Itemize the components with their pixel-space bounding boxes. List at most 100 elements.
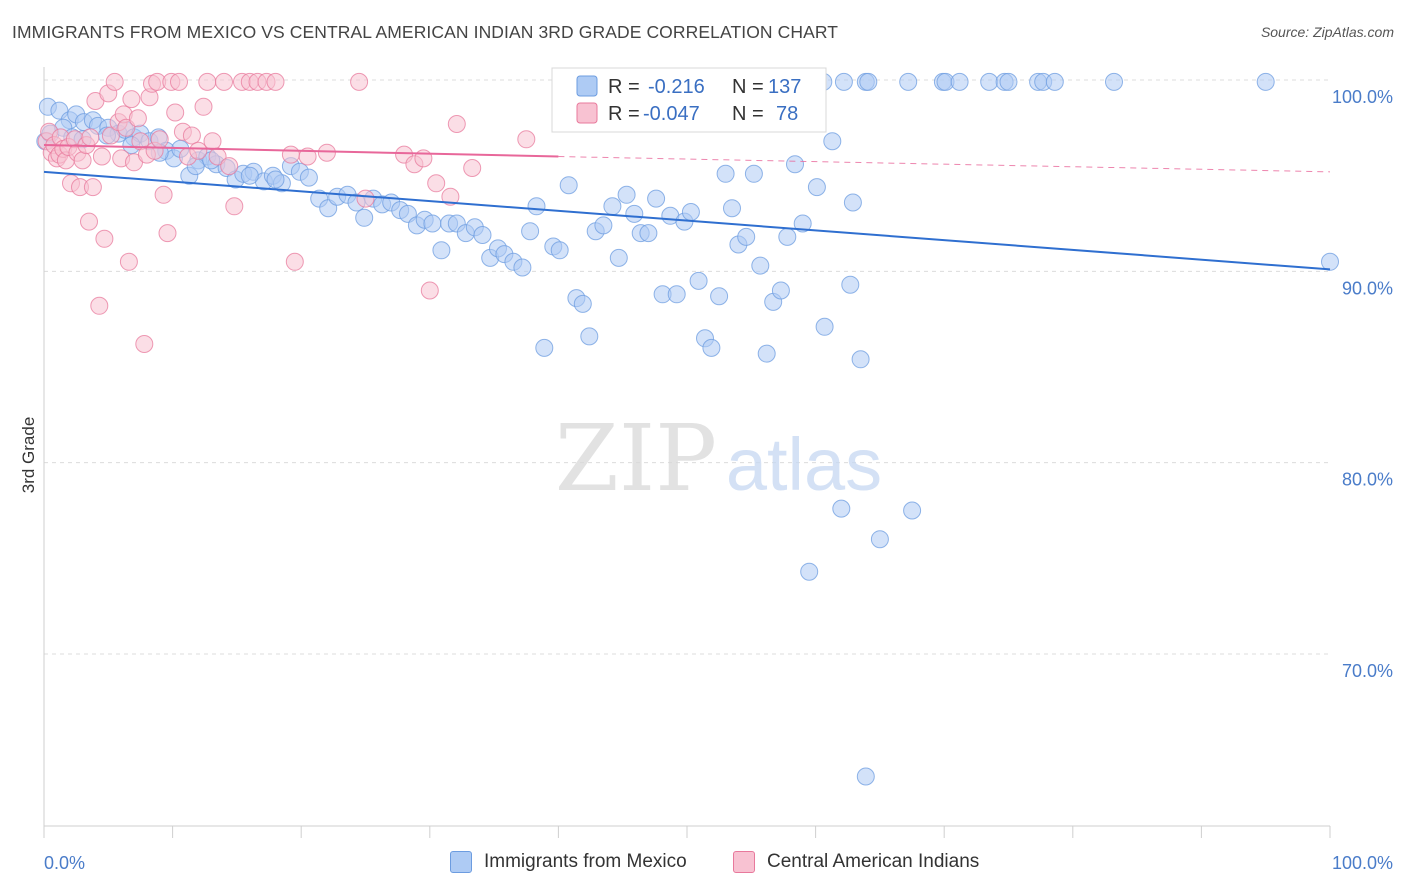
point-mexico-96: [807, 178, 826, 197]
point-mexico-30: [299, 168, 318, 187]
point-mexico-36: [355, 208, 374, 227]
point-mexico-79: [689, 271, 708, 290]
legend-label-mexico: Immigrants from Mexico: [484, 851, 687, 872]
stats-r-value-mexico: -0.216: [648, 76, 705, 98]
point-cai-30: [122, 90, 141, 109]
point-cai-44: [166, 103, 185, 122]
point-mexico-81: [702, 338, 721, 357]
y-tick-label-80: 80.0%: [1342, 470, 1393, 490]
point-mexico-88: [751, 256, 770, 275]
point-mexico-134: [1256, 72, 1275, 91]
point-cai-64: [298, 147, 317, 166]
point-cai-63: [285, 252, 304, 271]
point-cai-62: [281, 145, 300, 164]
trend-lines: [43, 144, 1331, 271]
point-mexico-55: [513, 258, 532, 277]
point-cai-20: [92, 147, 111, 166]
x-tick-label-min: 0.0%: [44, 853, 85, 873]
point-mexico-44: [423, 214, 442, 233]
y-tick-label-90: 90.0%: [1342, 278, 1393, 298]
point-cai-76: [517, 130, 536, 149]
watermark: ZIP atlas: [555, 405, 882, 512]
legend-label-cai: Central American Indians: [767, 851, 980, 872]
stats-legend-box: [551, 67, 827, 133]
point-mexico-126: [950, 72, 969, 91]
point-cai-42: [158, 224, 177, 243]
point-mexico-78: [681, 203, 700, 221]
stats-legend-swatch-cai: [576, 102, 598, 124]
point-mexico-132: [1045, 72, 1064, 91]
point-mexico-93: [786, 155, 804, 174]
point-mexico-116: [240, 166, 259, 185]
point-cai-32: [128, 109, 147, 128]
point-cai-29: [119, 252, 138, 271]
point-mexico-103: [856, 767, 875, 786]
stats-n-value-mexico: 137: [768, 76, 801, 98]
stats-n-label-mexico: N =: [732, 76, 764, 98]
point-cai-65: [317, 143, 336, 162]
point-cai-74: [447, 115, 466, 133]
point-cai-23: [101, 126, 120, 145]
stats-r-label-mexico: R =: [608, 76, 640, 98]
point-cai-17: [83, 178, 102, 197]
point-mexico-86: [737, 227, 756, 246]
point-mexico-92: [778, 227, 797, 246]
y-tick-label-70: 70.0%: [1342, 661, 1393, 681]
point-cai-40: [150, 130, 169, 149]
point-mexico-82: [710, 287, 729, 306]
point-cai-66: [350, 72, 369, 91]
point-mexico-99: [832, 499, 851, 518]
point-cai-55: [220, 157, 239, 176]
point-mexico-69: [617, 185, 636, 204]
chart-title: IMMIGRANTS FROM MEXICO VS CENTRAL AMERIC…: [12, 22, 839, 42]
point-mexico-98: [823, 132, 842, 151]
point-cai-73: [441, 187, 460, 206]
point-mexico-67: [603, 197, 622, 216]
point-mexico-127: [980, 72, 999, 91]
point-mexico-123: [899, 72, 918, 91]
point-cai-54: [215, 72, 233, 91]
watermark-zip: ZIP: [555, 405, 717, 512]
point-cai-48: [182, 126, 201, 145]
stats-legend-swatch-mexico: [576, 75, 598, 97]
point-mexico-63: [573, 294, 592, 313]
point-cai-21: [95, 229, 114, 248]
point-cai-51: [198, 72, 217, 91]
point-mexico-68: [609, 248, 628, 267]
point-cai-14: [73, 151, 92, 170]
point-mexico-89: [757, 344, 776, 363]
point-mexico-121: [834, 72, 853, 91]
watermark-atlas: atlas: [726, 423, 882, 506]
legend-swatch-mexico: [450, 851, 472, 873]
point-mexico-60: [550, 241, 569, 260]
point-cai-45: [170, 72, 188, 91]
point-cai-61: [266, 72, 285, 91]
bottom-legend: Immigrants from Mexico Central American …: [0, 851, 1406, 879]
y-tick-labels: 100.0% 90.0% 80.0% 70.0%: [1332, 87, 1393, 681]
legend-item-mexico[interactable]: Immigrants from Mexico: [450, 851, 687, 873]
point-mexico-64: [580, 327, 599, 346]
point-mexico-135: [1321, 252, 1339, 271]
stats-legend: R = -0.216 N = 137 R = -0.047 N = 78: [551, 67, 827, 133]
point-mexico-87: [744, 164, 763, 183]
point-mexico-100: [841, 275, 860, 294]
point-cai-24: [105, 72, 124, 91]
stats-r-label-cai: R =: [608, 103, 640, 125]
point-mexico-83: [716, 164, 735, 183]
point-mexico-136: [859, 72, 878, 91]
point-cai-77: [81, 128, 100, 147]
point-cai-16: [80, 212, 98, 231]
point-cai-19: [90, 296, 109, 315]
trend-line-cai: [43, 144, 559, 158]
point-mexico-102: [851, 350, 870, 369]
legend-swatch-cai: [733, 851, 755, 873]
point-mexico-97: [815, 317, 834, 336]
point-mexico-105: [903, 501, 922, 520]
point-mexico-129: [999, 72, 1018, 91]
stats-r-value-cai: -0.047: [643, 103, 700, 125]
point-mexico-76: [667, 285, 686, 304]
point-cai-41: [154, 185, 173, 204]
legend-item-cai[interactable]: Central American Indians: [733, 851, 979, 873]
point-mexico-61: [559, 176, 578, 195]
point-mexico-104: [870, 530, 889, 549]
